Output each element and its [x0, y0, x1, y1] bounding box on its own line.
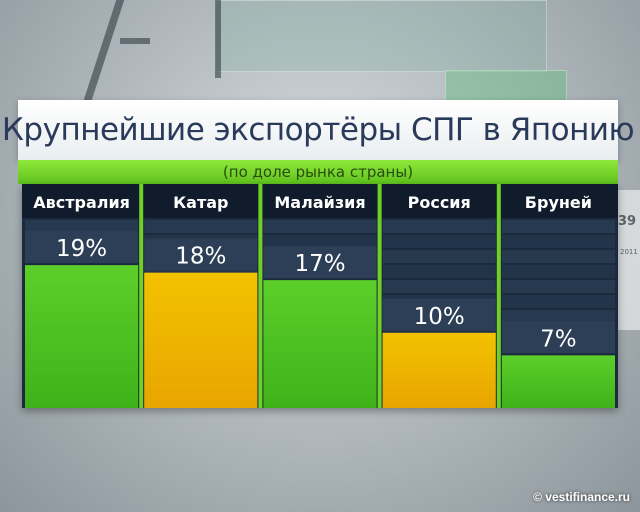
column-stripe: [263, 235, 377, 248]
bar-1: [25, 265, 139, 408]
bar-3: [263, 280, 377, 408]
watermark: © vestifinance.ru: [533, 490, 630, 504]
category-label-4: Россия: [408, 193, 471, 212]
column-stripe: [382, 265, 496, 278]
column-stripe: [501, 310, 615, 323]
column-stripe: [263, 220, 377, 233]
value-label-4: 10%: [414, 304, 465, 330]
bar-2: [144, 272, 258, 408]
column-stripe: [501, 265, 615, 278]
value-label-band: [501, 321, 615, 354]
value-label-5: 7%: [540, 326, 577, 352]
background-beam: [215, 0, 221, 78]
background-glass-panel: [445, 70, 567, 102]
background-year: 2011: [620, 248, 638, 256]
background-beam: [83, 0, 125, 100]
title-panel: Крупнейшие экспортёры СПГ в Японию: [2, 100, 635, 160]
chart-title: Крупнейшие экспортёры СПГ в Японию: [1, 112, 635, 148]
bar-4: [382, 332, 496, 408]
column-stripe: [501, 295, 615, 308]
column-stripe: [382, 250, 496, 263]
column-stripe: [501, 280, 615, 293]
column-stripe: [501, 250, 615, 263]
category-label-5: Бруней: [525, 193, 592, 212]
value-label-band: [25, 231, 139, 264]
column-separator: [377, 184, 382, 408]
category-label-3: Малайзия: [274, 193, 365, 212]
subtitle-bar: (по доле рынка страны): [18, 160, 618, 184]
bar-5: [501, 355, 615, 408]
column-separator: [139, 184, 144, 408]
value-label-3: 17%: [294, 251, 345, 277]
value-label-1: 19%: [56, 236, 107, 262]
category-label-2: Катар: [173, 193, 228, 212]
category-header-band: [22, 184, 618, 218]
bar-chart: 19% Австралия 18% Катар 17% Малайзия 10% Россия…: [22, 184, 618, 408]
column-stripe: [382, 280, 496, 293]
background-number: 39: [618, 214, 637, 229]
column-stripe: [144, 220, 258, 233]
column-stripe: [25, 220, 139, 233]
value-label-2: 18%: [175, 244, 226, 270]
column-stripe: [382, 220, 496, 233]
column-stripe: [501, 220, 615, 233]
background-beam: [120, 38, 150, 44]
value-label-band: [263, 246, 377, 279]
column-stripe: [501, 235, 615, 248]
column-separator: [496, 184, 501, 408]
column-stripe: [382, 235, 496, 248]
column-separator: [258, 184, 263, 408]
category-label-1: Австралия: [33, 193, 130, 212]
background-glass-panel: [215, 0, 547, 72]
chart-panel: 19% Австралия 18% Катар 17% Малайзия 10% Россия…: [22, 184, 618, 408]
chart-subtitle: (по доле рынка страны): [222, 163, 414, 181]
value-label-band: [144, 238, 258, 271]
value-label-band: [382, 298, 496, 331]
